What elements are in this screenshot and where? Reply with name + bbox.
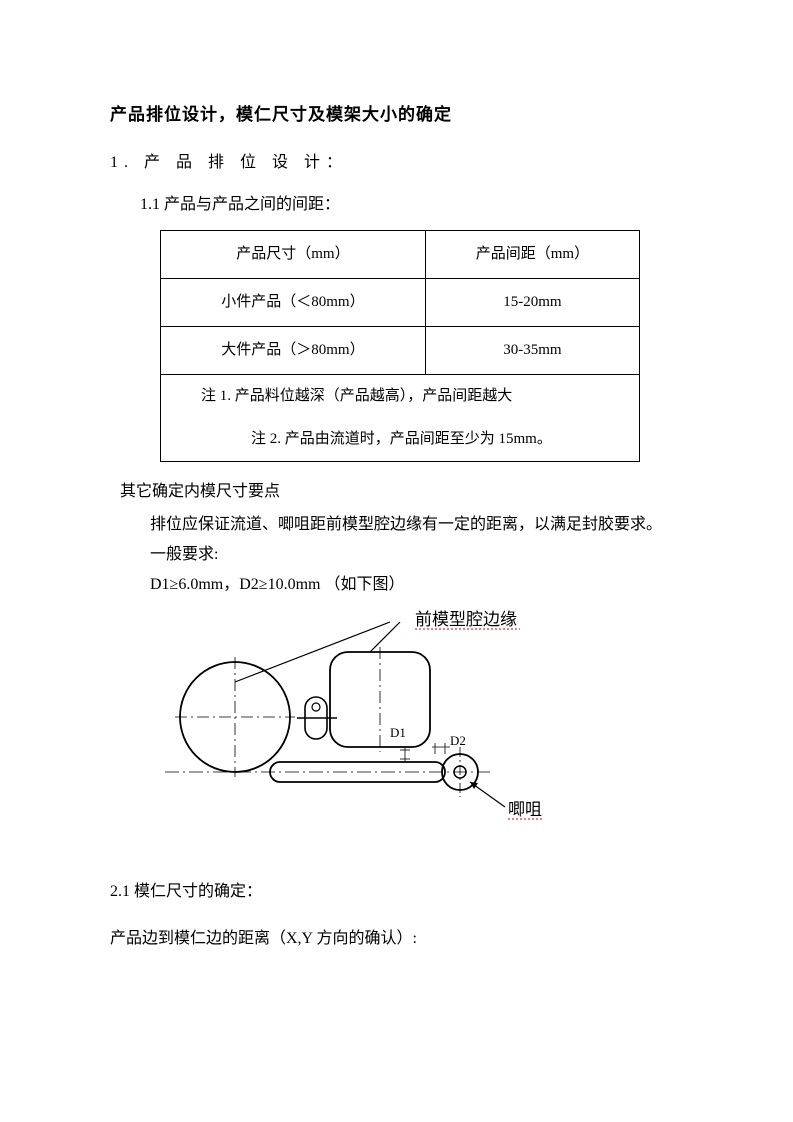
product-spacing-table: 产品尺寸（mm） 产品间距（mm） 小件产品（＜80mm） 15-20mm 大件… — [160, 230, 640, 462]
table-note-1: 注 1. 产品料位越深（产品越高），产品间距越大 — [161, 375, 640, 419]
d1-label: D1 — [390, 725, 406, 740]
sprue-label: 唧咀 — [508, 800, 542, 819]
page-title: 产品排位设计，模仁尺寸及模架大小的确定 — [110, 100, 683, 131]
paragraph: 一般要求: — [150, 543, 683, 567]
table-cell: 15-20mm — [425, 279, 639, 327]
table-note-2: 注 2. 产品由流道时，产品间距至少为 15mm。 — [161, 418, 640, 462]
section-2-para: 产品边到模仁边的距离（X,Y 方向的确认）: — [110, 925, 683, 954]
paragraph: D1≥6.0mm，D2≥10.0mm （如下图） — [150, 573, 683, 597]
d2-label: D2 — [450, 733, 466, 748]
table-cell: 小件产品（＜80mm） — [161, 279, 426, 327]
paragraph: 排位应保证流道、唧咀距前模型腔边缘有一定的距离，以满足封胶要求。 — [150, 513, 683, 537]
cavity-diagram: 前模型腔边缘 D1 D2 — [150, 607, 683, 848]
table-header-col2: 产品间距（mm） — [425, 231, 639, 279]
section-1-heading: 1. 产 品 排 位 设 计： — [110, 149, 683, 178]
other-points-heading: 其它确定内模尺寸要点 — [120, 478, 683, 507]
table-cell: 30-35mm — [425, 327, 639, 375]
section-2-1-heading: 2.1 模仁尺寸的确定： — [110, 878, 683, 907]
edge-label: 前模型腔边缘 — [415, 610, 517, 629]
table-header-col1: 产品尺寸（mm） — [161, 231, 426, 279]
subsection-1-1: 1.1 产品与产品之间的间距： — [140, 191, 683, 220]
table-cell: 大件产品（＞80mm） — [161, 327, 426, 375]
